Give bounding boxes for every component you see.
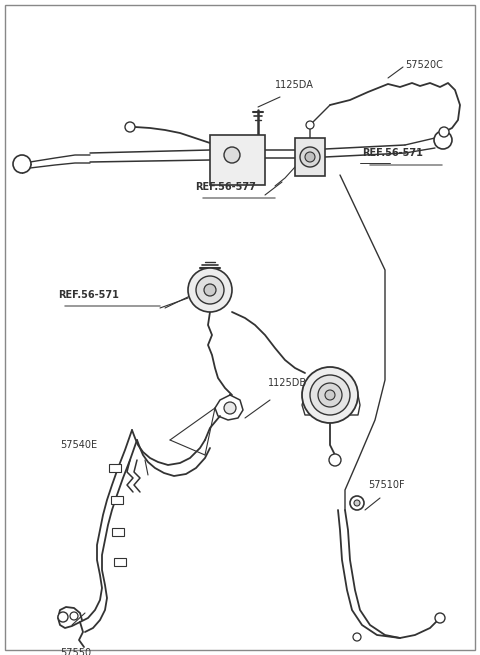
Bar <box>110 496 122 504</box>
Text: 57510F: 57510F <box>368 480 405 490</box>
Text: REF.56-577: REF.56-577 <box>195 182 256 192</box>
Circle shape <box>204 284 216 296</box>
Text: 57520C: 57520C <box>405 60 443 70</box>
Circle shape <box>435 613 445 623</box>
Circle shape <box>13 155 31 173</box>
Text: 1125DA: 1125DA <box>275 80 314 90</box>
Bar <box>114 558 126 566</box>
Circle shape <box>329 454 341 466</box>
Text: 57540E: 57540E <box>60 440 97 450</box>
FancyBboxPatch shape <box>295 138 325 176</box>
FancyBboxPatch shape <box>210 135 265 185</box>
Circle shape <box>354 500 360 506</box>
Circle shape <box>224 147 240 163</box>
Circle shape <box>434 131 452 149</box>
Circle shape <box>310 375 350 415</box>
Text: 57550: 57550 <box>60 648 91 655</box>
Circle shape <box>306 121 314 129</box>
Circle shape <box>125 122 135 132</box>
Text: 1125DB: 1125DB <box>268 378 307 388</box>
Circle shape <box>439 127 449 137</box>
Circle shape <box>325 390 335 400</box>
Bar <box>112 528 124 536</box>
Circle shape <box>350 496 364 510</box>
Bar <box>109 464 121 472</box>
Circle shape <box>300 147 320 167</box>
Circle shape <box>188 268 232 312</box>
Circle shape <box>318 383 342 407</box>
Circle shape <box>58 612 68 622</box>
Circle shape <box>302 367 358 423</box>
Text: REF.56-571: REF.56-571 <box>58 290 119 300</box>
Circle shape <box>224 402 236 414</box>
Text: REF.56-571: REF.56-571 <box>362 148 423 158</box>
Circle shape <box>305 152 315 162</box>
Circle shape <box>353 633 361 641</box>
Circle shape <box>70 612 78 620</box>
Circle shape <box>196 276 224 304</box>
